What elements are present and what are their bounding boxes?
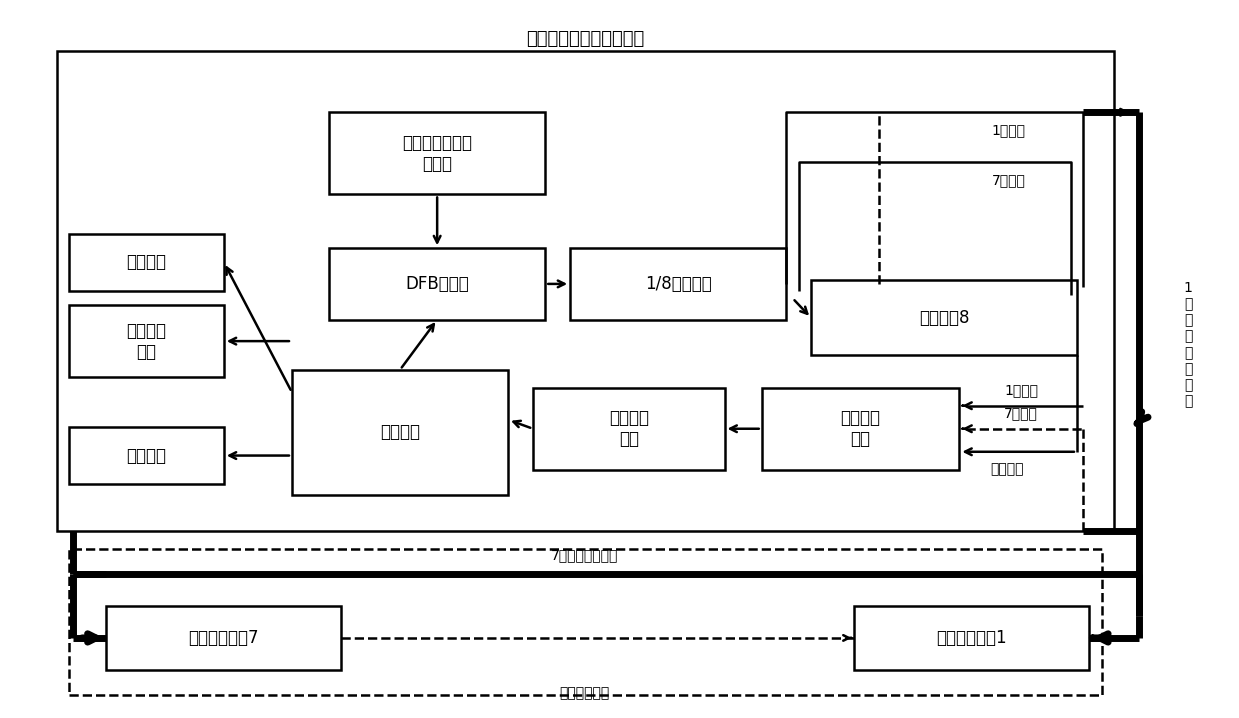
Text: 气体探测模块: 气体探测模块 (560, 686, 610, 700)
Text: 甲烷测量气窗1: 甲烷测量气窗1 (937, 629, 1007, 647)
Bar (330, 112, 545, 195)
Text: 分布式激光甲烷监测主机: 分布式激光甲烷监测主机 (525, 30, 644, 48)
Text: 信号处理
模块: 信号处理 模块 (608, 409, 649, 448)
Text: 7号支路: 7号支路 (1005, 406, 1038, 420)
Text: 参考支路: 参考支路 (990, 462, 1023, 477)
Text: 电路主板: 电路主板 (380, 424, 420, 442)
Text: 甲烷测量气窗7: 甲烷测量气窗7 (188, 629, 259, 647)
Bar (812, 280, 1077, 355)
Text: 1/8光分束器: 1/8光分束器 (644, 275, 711, 293)
Text: 1
号
双
芯
导
光
光
缆: 1 号 双 芯 导 光 光 缆 (1183, 281, 1193, 409)
Text: 1号支路: 1号支路 (1005, 383, 1038, 397)
Bar (855, 606, 1089, 670)
Text: 激光器驱动和温
控模块: 激光器驱动和温 控模块 (403, 134, 472, 173)
Bar (762, 388, 959, 470)
Bar (69, 549, 1101, 695)
Text: 7号支路: 7号支路 (992, 173, 1026, 187)
Text: 通讯模块: 通讯模块 (126, 447, 166, 465)
Bar (69, 234, 224, 291)
Text: 1号支路: 1号支路 (992, 123, 1026, 137)
Text: 声光报警
模块: 声光报警 模块 (126, 322, 166, 360)
Bar (69, 305, 224, 377)
Text: DFB激光器: DFB激光器 (405, 275, 470, 293)
Bar (57, 52, 1114, 531)
Bar (292, 370, 508, 495)
Text: 参考气窗8: 参考气窗8 (919, 309, 969, 327)
Bar (570, 248, 787, 320)
Text: 显示模块: 显示模块 (126, 253, 166, 271)
Bar (69, 427, 224, 484)
Bar (107, 606, 342, 670)
Text: 光电检测
模块: 光电检测 模块 (840, 409, 881, 448)
Bar (330, 248, 545, 320)
Text: 7号双芯导光光缆: 7号双芯导光光缆 (551, 549, 618, 563)
Bar (533, 388, 725, 470)
